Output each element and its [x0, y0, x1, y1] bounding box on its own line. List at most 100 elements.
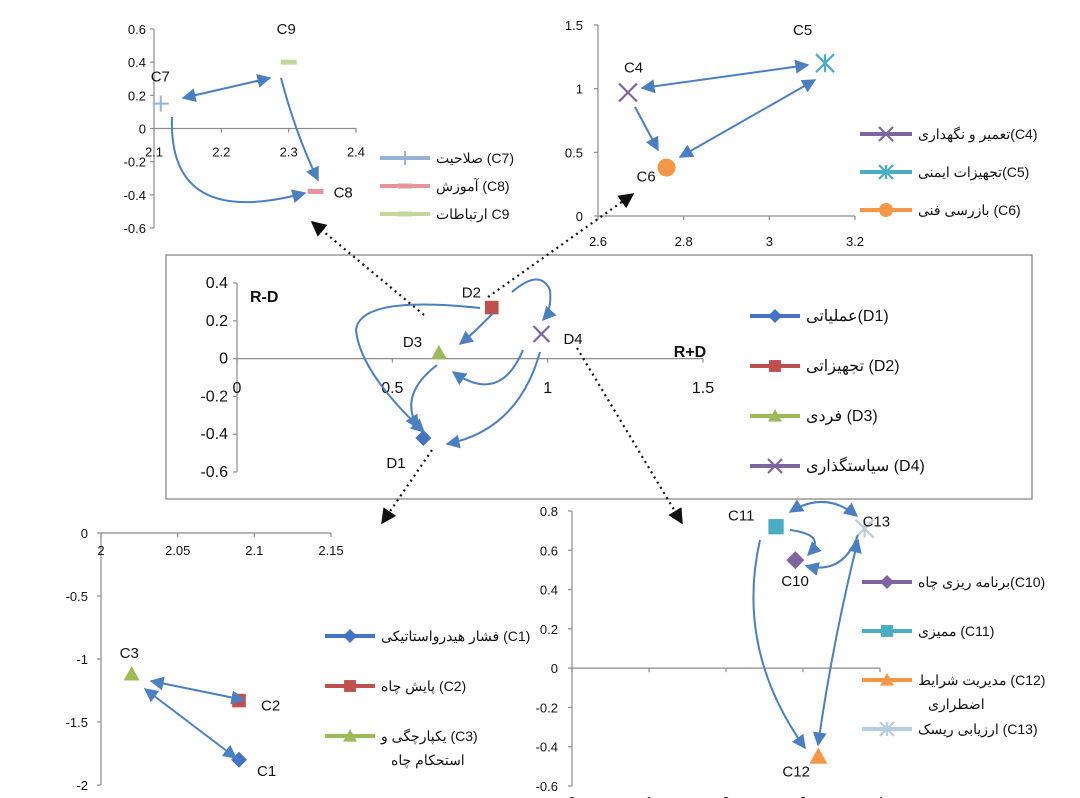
x-tick-label: 4	[876, 794, 883, 798]
x-tick-label: 0	[568, 794, 575, 798]
arrow-c3-c2	[149, 676, 246, 705]
y-tick-label: -0.6	[124, 221, 146, 236]
x-tick-label: 2.1	[245, 543, 263, 558]
main-chart-frame	[165, 254, 1033, 500]
y-tick-label: -0.4	[200, 426, 228, 443]
point-c10	[786, 551, 805, 570]
point-label-c8: C8	[334, 185, 353, 202]
arrow-d3-d1	[405, 364, 438, 430]
point-label-c9: C9	[277, 21, 296, 38]
y-tick-label: 0.2	[206, 313, 228, 330]
x-tick-label: 2	[722, 794, 729, 798]
x-tick-label: 3.2	[846, 234, 864, 249]
point-c11	[768, 519, 784, 535]
connector-d2-c4c6	[487, 193, 635, 298]
legend-label: ممیزی (C11)	[918, 623, 994, 640]
point-label-c11: C11	[728, 508, 754, 525]
arrow-c4-c5	[640, 59, 810, 94]
x-tick-label: 2.6	[589, 234, 607, 249]
y-tick-label: 0.6	[540, 543, 558, 558]
point-label-c5: C5	[793, 22, 812, 39]
x-tick-label: 1.5	[692, 380, 714, 397]
legend-label: عملیاتی(D1)	[806, 308, 889, 325]
legend-label: تجهیزاتی (D2)	[806, 358, 900, 375]
legend-label: صلاحیت (C7)	[436, 150, 514, 166]
y-tick-label: 0	[219, 351, 228, 368]
legend-label: مدیریت شرایط (C12)	[918, 672, 1045, 689]
point-c3	[123, 666, 140, 681]
y-tick-label: 0.6	[128, 22, 146, 37]
y-tick-label: 1.5	[565, 18, 583, 33]
point-label-c1: C1	[257, 763, 276, 780]
legend-label: فردی (D3)	[806, 408, 878, 425]
arrow-c13-c12	[812, 538, 862, 747]
point-label-d2: D2	[462, 285, 481, 302]
arrow-c7-c9	[181, 74, 272, 102]
arrow-c11-c12	[752, 539, 806, 750]
point-label-d3: D3	[403, 334, 422, 351]
arrow-c3-c1	[143, 688, 238, 759]
point-label-c10: C10	[781, 573, 809, 590]
point-d1	[415, 429, 432, 446]
y-tick-label: -1.5	[66, 715, 88, 730]
point-c9	[280, 59, 297, 65]
arrow-d2-d3	[458, 312, 494, 345]
legend-marker-3	[767, 458, 783, 474]
legend-marker-0	[343, 629, 357, 643]
point-c8	[307, 189, 324, 195]
legend-marker-1	[769, 360, 781, 372]
arrow-c11-c10	[789, 529, 822, 556]
y-axis-label: R-D	[250, 289, 278, 306]
legend-label: بازرسی فنی (C6)	[918, 202, 1021, 219]
legend-marker-0	[878, 126, 894, 142]
x-tick-label: 2	[97, 543, 104, 558]
y-tick-label: 1	[576, 82, 583, 97]
y-tick-label: -2	[76, 778, 88, 793]
x-tick-label: 0	[233, 380, 242, 397]
y-tick-label: 0.2	[540, 622, 558, 637]
point-label-d4: D4	[563, 331, 582, 348]
legend-marker-1	[398, 183, 412, 189]
point-c13	[854, 518, 875, 539]
legend-marker-3	[879, 721, 895, 737]
point-label-c2: C2	[261, 698, 280, 715]
legend-marker-2	[880, 673, 894, 686]
x-tick-label: 2.1	[145, 145, 163, 160]
arrow-c4-c6	[634, 106, 659, 152]
legend-label: تعمیر و نگهداری(C4)	[918, 126, 1038, 143]
legend-marker-1	[881, 625, 893, 637]
point-label-c7: C7	[151, 69, 170, 86]
y-tick-label: -0.4	[536, 740, 558, 755]
detail-connectors	[310, 193, 683, 525]
connector-d1-c1c3	[381, 449, 433, 525]
chart-c7-c9: 0.6 0.4 0.2 0 -0.2 -0.4 -0.6 2.1 2.2 2.3 2.4 C7 C8 C9…	[124, 21, 514, 236]
legend-label: فشار هیدرواستاتیکی (C1)	[381, 628, 530, 645]
y-tick-label: 0	[551, 661, 558, 676]
y-tick-label: -0.2	[536, 700, 558, 715]
chart-c10-c13: 0.8 0.6 0.4 0.2 0 -0.2 -0.4 -0.6 0 1 2 3 4 C10 C11 C12 C…	[536, 504, 1046, 798]
y-tick-label: 0.4	[540, 583, 558, 598]
y-tick-label: -1	[76, 652, 88, 667]
point-label-c6: C6	[637, 169, 656, 186]
point-c1	[231, 751, 247, 768]
x-tick-label: 2.3	[280, 145, 298, 160]
legend-label: پایش چاه (C2)	[381, 678, 466, 695]
arrow-c7-c8	[170, 116, 307, 204]
y-tick-label: 0.5	[565, 145, 583, 160]
x-axis-label: R+D	[674, 344, 706, 361]
chart-c1-c3: 0 -0.5 -1 -1.5 -2 2 2.05 2.1 2.15 C1 C2 C3 فشار هیدر…	[66, 526, 531, 793]
arrow-c9-c8	[280, 77, 319, 182]
point-d2	[484, 300, 499, 315]
x-tick-label: 2.2	[212, 145, 230, 160]
y-tick-label: 0	[576, 209, 583, 224]
x-tick-label: 2.15	[318, 543, 343, 558]
arrow-c5-c6	[678, 79, 817, 158]
legend-label: سیاستگذاری (D4)	[806, 456, 925, 475]
point-label-c4: C4	[624, 59, 643, 76]
legend-marker-1	[344, 680, 356, 692]
y-tick-label: -0.2	[124, 155, 146, 170]
legend-label: یکپارچگی و (C3)	[380, 728, 478, 745]
legend-marker-2	[398, 211, 412, 217]
